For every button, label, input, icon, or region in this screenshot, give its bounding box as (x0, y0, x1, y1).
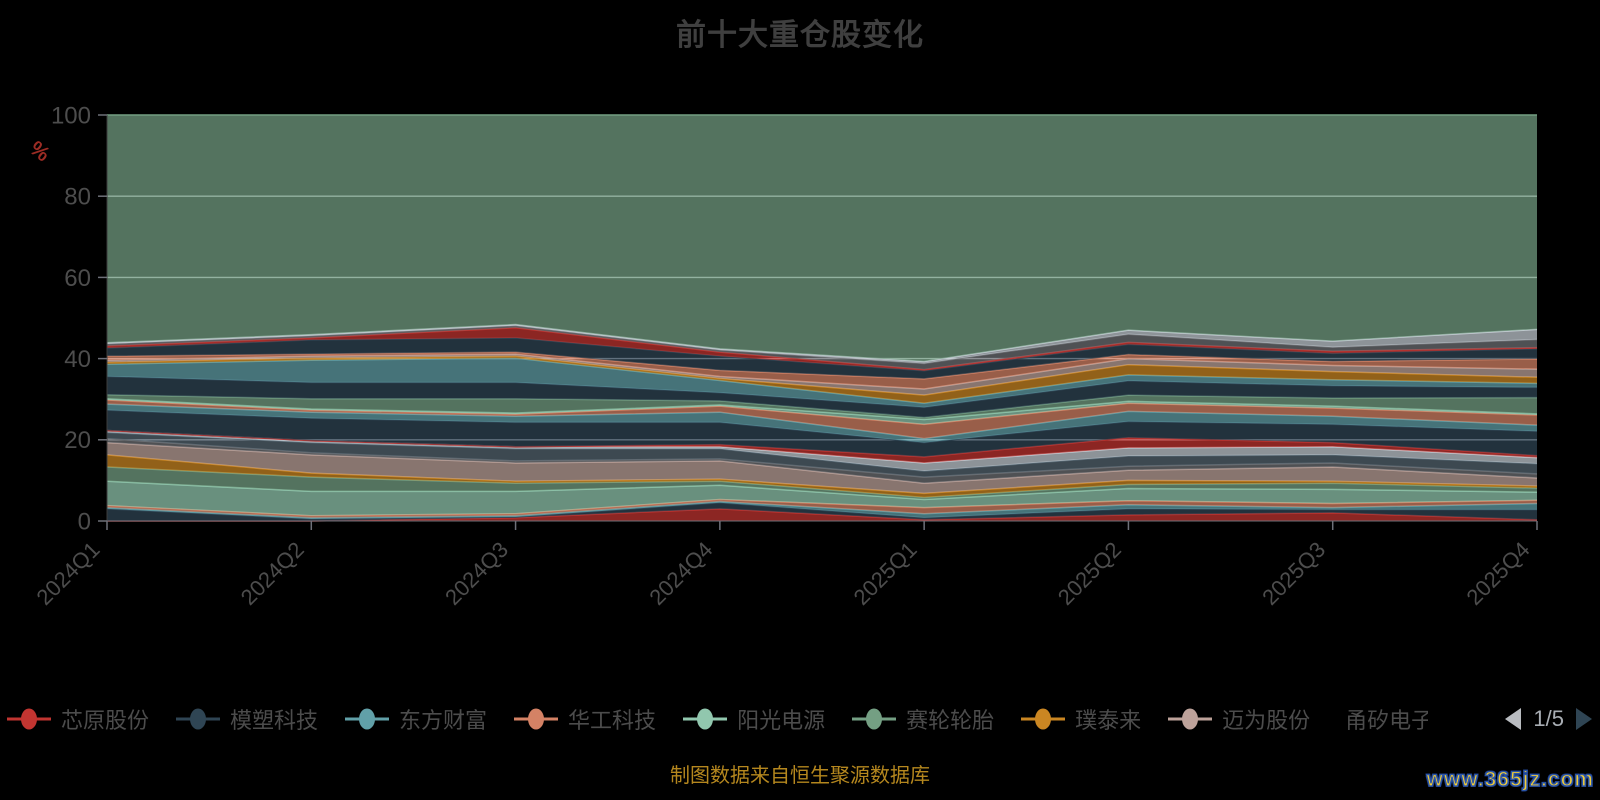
area-band (107, 398, 1537, 425)
area-band-edge (106, 351, 1538, 380)
x-axis-label: 2025Q2 (1053, 537, 1126, 610)
area-band (107, 376, 1537, 418)
stacked-area-chart: 0 20 40 60 80 100 2024Q1 2024Q2 2024Q3 2024Q4 2025… (31, 102, 1538, 610)
legend-marker-icon (176, 708, 221, 730)
legend-item[interactable]: 芯原股份 (6, 703, 149, 735)
legend-item-label: 芯原股份 (61, 708, 150, 733)
legend-item-label: 阳光电源 (737, 708, 826, 733)
area-band (107, 352, 1537, 390)
y-axis-label: 60 (64, 265, 91, 292)
legend-marker-icon (1021, 708, 1066, 730)
x-axis-label: 2024Q4 (644, 537, 717, 610)
y-axis-label: 100 (51, 102, 91, 129)
chart-title: 前十大重仓股变化 (676, 19, 924, 52)
area-band-edge (106, 431, 1538, 472)
area-band (107, 358, 1537, 408)
area-band (107, 327, 1537, 371)
legend-item[interactable]: 东方财富 (344, 703, 487, 735)
x-axis-label: 2025Q3 (1257, 537, 1330, 610)
legend-item[interactable]: 模塑科技 (175, 703, 318, 735)
legend-marker-icon (345, 708, 390, 730)
x-axis-label: 2024Q3 (440, 537, 513, 610)
area-band (107, 430, 1537, 472)
area-band (107, 454, 1537, 498)
area-band (107, 325, 1537, 370)
legend-item-label: 甬矽电子 (1345, 708, 1429, 733)
area-band (107, 404, 1537, 443)
legend-marker-icon (683, 708, 728, 730)
legend-item[interactable]: 迈为股份 (1167, 703, 1310, 735)
legend-item-label: 模塑科技 (230, 708, 319, 733)
area-band (107, 115, 1537, 362)
legend-item[interactable]: 甬矽电子 (1336, 703, 1428, 735)
x-axis-label: 2024Q1 (31, 537, 104, 610)
legend-next-page-icon[interactable] (1576, 708, 1592, 730)
legend-item-label: 华工科技 (568, 708, 657, 733)
x-axis-label: 2025Q1 (849, 537, 922, 610)
legend-pager: 1/5 (1505, 698, 1592, 740)
area-band (107, 467, 1537, 500)
y-axis-label: 20 (64, 427, 91, 454)
area-band (107, 394, 1537, 420)
legend-page-indicator: 1/5 (1533, 706, 1564, 731)
legend: 芯原股份 模塑科技 东方财富 华工科技 阳光电源 赛轮轮胎 璞泰来 迈为股份 甬矽电子 (6, 698, 1454, 740)
legend-item[interactable]: 赛轮轮胎 (851, 703, 994, 735)
y-axis-label: 40 (64, 346, 91, 373)
legend-marker-icon (7, 708, 51, 730)
legend-item-label: 迈为股份 (1222, 708, 1311, 733)
area-band (107, 442, 1537, 494)
legend-marker-icon (1168, 708, 1213, 730)
legend-item-label: 赛轮轮胎 (906, 708, 995, 733)
x-axis-label: 2025Q4 (1461, 537, 1534, 610)
legend-item[interactable]: 华工科技 (513, 703, 656, 735)
area-band (107, 356, 1537, 404)
legend-item[interactable]: 阳光电源 (682, 703, 825, 735)
area-band (107, 502, 1537, 521)
legend-item[interactable]: 璞泰来 (1020, 703, 1141, 735)
legend-marker-icon (852, 708, 897, 730)
area-band (107, 354, 1537, 396)
y-axis-label: 0 (78, 508, 91, 535)
watermark: www.365jz.com (1426, 767, 1594, 791)
legend-item-label: 东方财富 (399, 708, 488, 733)
area-band (107, 499, 1537, 518)
area-band (107, 337, 1537, 379)
x-axis-label: 2024Q2 (236, 537, 309, 610)
area-band (107, 432, 1537, 478)
legend-marker-icon (514, 708, 559, 730)
area-band (107, 430, 1537, 463)
area-band (107, 400, 1537, 439)
legend-prev-page-icon[interactable] (1505, 708, 1522, 730)
area-band (107, 481, 1537, 516)
data-source-note: 制图数据来自恒生聚源数据库 (670, 765, 930, 787)
legend-item-label: 璞泰来 (1075, 708, 1142, 733)
area-band (107, 324, 1537, 364)
y-axis-label: 80 (64, 184, 91, 211)
